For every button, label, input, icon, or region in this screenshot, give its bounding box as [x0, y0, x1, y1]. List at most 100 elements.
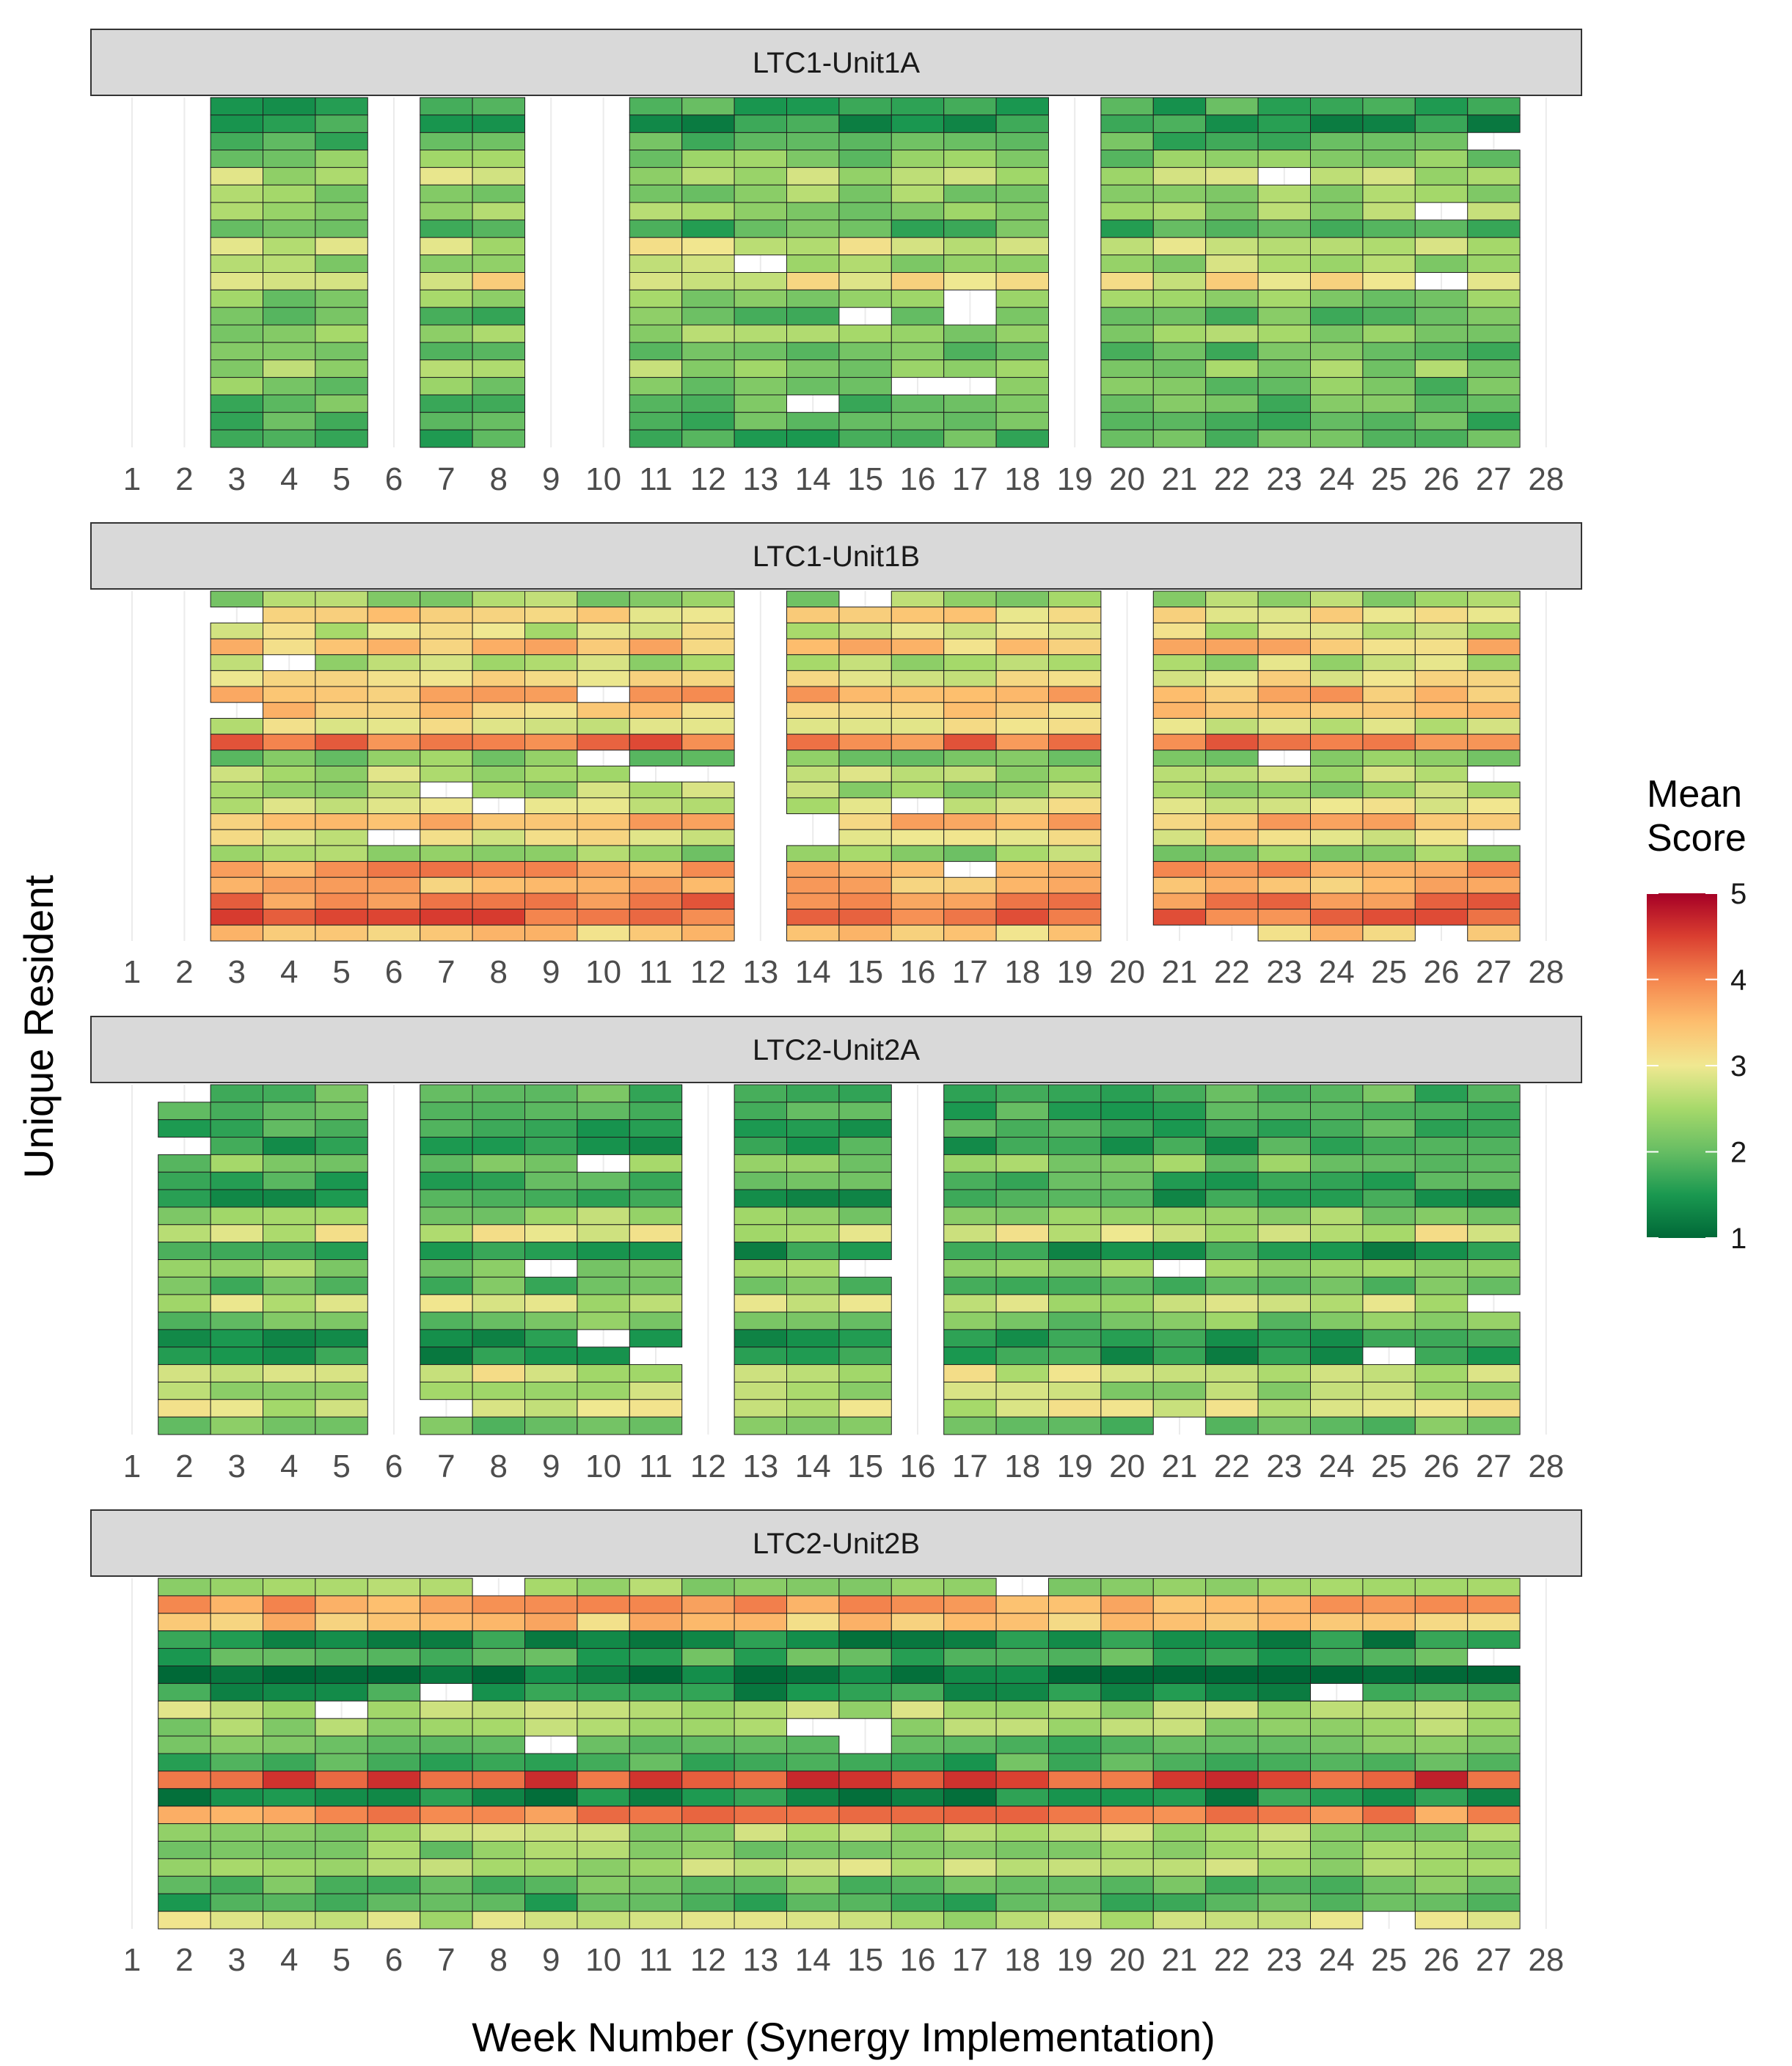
heatmap-cell [786, 429, 840, 448]
heatmap-cell [420, 1206, 473, 1226]
heatmap-cell [1205, 411, 1259, 431]
heatmap-cell [263, 781, 316, 799]
heatmap-cell [263, 1735, 316, 1754]
heatmap-cell [681, 289, 735, 308]
heatmap-cell [1152, 1084, 1207, 1103]
heatmap-cell [420, 114, 473, 133]
heatmap-cell [315, 394, 368, 413]
heatmap-cell [263, 1595, 316, 1614]
heatmap-cell [210, 861, 264, 878]
heatmap-cell [420, 166, 473, 186]
heatmap-cell [995, 1666, 1049, 1684]
heatmap-cell [629, 1893, 683, 1912]
heatmap-cell [629, 1276, 683, 1295]
heatmap-cell [943, 670, 997, 687]
heatmap-cell [263, 342, 316, 361]
heatmap-cell [734, 1311, 787, 1330]
heatmap-cell [1414, 1154, 1469, 1173]
heatmap-cell [263, 909, 316, 926]
heatmap-cell [1257, 622, 1311, 640]
heatmap-cell [734, 97, 787, 116]
heatmap-cell [734, 377, 787, 395]
heatmap-cell [1414, 1858, 1469, 1877]
heatmap-cell [1310, 114, 1364, 133]
heatmap-cell [1310, 150, 1364, 168]
heatmap-cell [838, 813, 892, 830]
heatmap-cell [263, 702, 316, 719]
heatmap-cell [1310, 377, 1364, 395]
heatmap-cell [367, 1823, 421, 1842]
heatmap-cell [263, 717, 316, 735]
heatmap-cell [629, 289, 683, 308]
heatmap-cell [1100, 184, 1154, 203]
x-tick-label: 25 [1371, 1942, 1407, 1978]
heatmap-cell [1310, 1259, 1364, 1278]
heatmap-cell [577, 1700, 630, 1719]
heatmap-cell [838, 342, 892, 361]
heatmap-cell [1414, 1788, 1469, 1807]
heatmap-cell [1414, 359, 1469, 378]
heatmap-cell [315, 1137, 368, 1155]
heatmap-cell [786, 1595, 840, 1614]
heatmap-cell [995, 1648, 1049, 1667]
heatmap-cell [158, 1630, 211, 1649]
heatmap-cell [263, 1858, 316, 1877]
heatmap-cell [943, 1364, 997, 1382]
heatmap-cell [1467, 1137, 1521, 1155]
heatmap-cell [629, 1329, 683, 1348]
heatmap-cell [1048, 813, 1102, 830]
heatmap-cell [734, 1276, 787, 1295]
heatmap-cell [734, 307, 787, 326]
heatmap-cell [1257, 411, 1311, 431]
heatmap-cell [943, 1119, 997, 1138]
heatmap-cell [681, 670, 735, 687]
heatmap-cell [681, 237, 735, 256]
heatmap-cell [1205, 1399, 1259, 1418]
heatmap-cell [943, 717, 997, 735]
heatmap-cell [1310, 132, 1364, 151]
heatmap-cell [577, 1841, 630, 1859]
heatmap-cell [838, 324, 892, 343]
heatmap-cell [1362, 202, 1416, 221]
heatmap-cell [263, 766, 316, 783]
heatmap-cell [210, 1084, 264, 1103]
heatmap-cell [263, 1206, 316, 1226]
heatmap-cell [472, 1911, 525, 1930]
heatmap-cell [472, 1682, 525, 1701]
heatmap-cell [1310, 845, 1364, 862]
heatmap-cell [420, 909, 473, 926]
heatmap-cell [210, 184, 264, 203]
heatmap-cell [263, 1102, 316, 1121]
heatmap-cell [995, 1154, 1049, 1173]
heatmap-cell [786, 1578, 840, 1597]
heatmap-cell [524, 1875, 578, 1894]
heatmap-cell [210, 766, 264, 783]
heatmap-cell [1257, 184, 1311, 203]
heatmap-cell [1205, 1137, 1259, 1155]
heatmap-cell [1414, 289, 1469, 308]
heatmap-cell [577, 829, 630, 846]
heatmap-cell [734, 1084, 787, 1103]
heatmap-cell [1362, 1329, 1416, 1348]
x-tick-label: 27 [1476, 461, 1512, 497]
heatmap-cell [420, 307, 473, 326]
heatmap-cell [838, 1381, 892, 1400]
heatmap-cell [1205, 750, 1259, 766]
heatmap-cell [263, 1084, 316, 1103]
heatmap-cell [1205, 1788, 1259, 1807]
heatmap-cell [734, 1102, 787, 1121]
heatmap-cell [472, 97, 525, 116]
heatmap-cell [838, 766, 892, 783]
heatmap-cell [1152, 893, 1207, 910]
heatmap-cell [524, 1242, 578, 1261]
heatmap-cell [1310, 797, 1364, 815]
heatmap-cell [786, 1329, 840, 1348]
heatmap-cell [1414, 861, 1469, 878]
heatmap-cell [577, 1137, 630, 1155]
heatmap-cell [995, 1753, 1049, 1772]
heatmap-cell [838, 219, 892, 238]
heatmap-cell [1152, 97, 1207, 116]
heatmap-cell [1100, 1770, 1154, 1790]
heatmap-cell [995, 1806, 1049, 1825]
